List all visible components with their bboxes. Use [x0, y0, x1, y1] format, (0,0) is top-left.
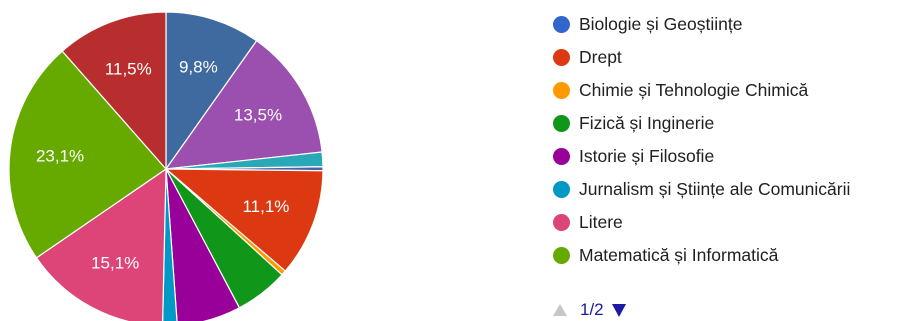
legend-swatch — [553, 16, 570, 33]
triangle-up-icon[interactable] — [553, 304, 567, 316]
legend-label: Litere — [579, 212, 623, 232]
legend-item[interactable]: Litere — [553, 206, 850, 239]
legend-swatch — [553, 214, 570, 231]
legend-item[interactable]: Biologie și Geoștiințe — [553, 8, 850, 41]
legend-swatch — [553, 247, 570, 264]
pie-slice[interactable] — [164, 39, 323, 170]
legend-item[interactable]: Chimie și Tehnologie Chimică — [553, 74, 850, 107]
slice-label: 11,1% — [242, 197, 289, 216]
triangle-down-icon[interactable] — [611, 303, 626, 317]
legend-item[interactable]: Istorie și Filosofie — [553, 140, 850, 173]
legend-label: Biologie și Geoștiințe — [579, 14, 743, 34]
legend-label: Jurnalism și Științe ale Comunicării — [579, 179, 851, 199]
legend-swatch — [553, 148, 570, 165]
pie-slice[interactable] — [165, 168, 241, 321]
slice-label: 9,8% — [179, 58, 218, 77]
legend-item[interactable]: Fizică și Inginerie — [553, 107, 850, 140]
pie-slice[interactable] — [164, 168, 324, 272]
legend-swatch — [553, 181, 570, 198]
legend-label: Chimie și Tehnologie Chimică — [579, 80, 809, 100]
legend-swatch — [553, 49, 570, 66]
legend-swatch — [553, 115, 570, 132]
legend-item[interactable]: Matematică și Informatică — [553, 239, 850, 272]
pie-slice[interactable] — [35, 167, 167, 321]
pie-chart: 9,8% 13,5% 11,1% 15,1% 23,1% 11,5% — [8, 11, 324, 321]
page-indicator: 1/2 — [580, 300, 604, 319]
legend-item[interactable]: Jurnalism și Științe ale Comunicării — [553, 173, 850, 206]
legend-label: Istorie și Filosofie — [579, 146, 715, 166]
pie-slice[interactable] — [162, 168, 178, 321]
legend-item[interactable]: Drept — [553, 41, 850, 74]
legend-label: Drept — [579, 47, 622, 67]
slice-label: 13,5% — [234, 105, 282, 124]
pie-slice[interactable] — [165, 11, 258, 171]
legend-label: Matematică și Informatică — [579, 245, 779, 265]
pie-slice[interactable] — [8, 50, 167, 259]
slice-label: 23,1% — [36, 146, 84, 165]
slice-label: 15,1% — [91, 253, 139, 272]
pie-slice[interactable] — [61, 11, 167, 171]
legend-swatch — [553, 82, 570, 99]
legend-label: Fizică și Inginerie — [579, 113, 715, 133]
slice-label: 11,5% — [105, 60, 152, 79]
legend: Biologie și Geoștiințe Drept Chimie și T… — [553, 8, 850, 272]
legend-pager: 1/2 — [553, 300, 626, 320]
